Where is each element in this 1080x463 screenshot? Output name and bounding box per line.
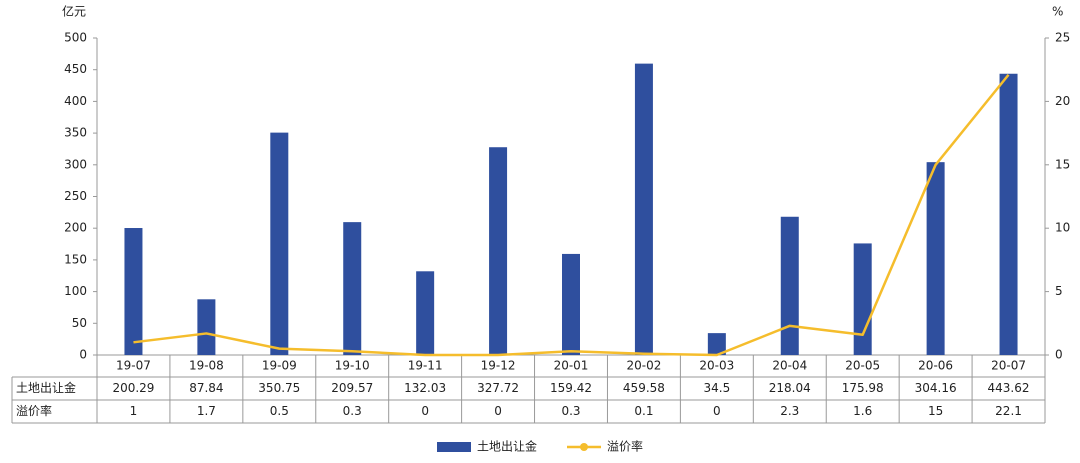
bar bbox=[124, 228, 143, 355]
y-tick-label: 0 bbox=[79, 348, 87, 362]
table-cell: 159.42 bbox=[550, 381, 592, 395]
x-tick-label: 20-05 bbox=[845, 359, 880, 373]
table-cell: 1.7 bbox=[197, 404, 216, 418]
table-cell: 443.62 bbox=[988, 381, 1030, 395]
table-cell: 0.5 bbox=[270, 404, 289, 418]
line bbox=[133, 73, 1010, 357]
bar bbox=[853, 243, 872, 355]
x-tick-label: 20-01 bbox=[554, 359, 589, 373]
table-cell: 34.5 bbox=[703, 381, 730, 395]
legend-swatch bbox=[580, 443, 588, 451]
bar bbox=[270, 132, 289, 355]
table-cell: 15 bbox=[928, 404, 943, 418]
table-row-label: 土地出让金 bbox=[16, 380, 76, 395]
y2-tick-label: 20 bbox=[1055, 94, 1070, 108]
x-tick-label: 20-02 bbox=[626, 359, 661, 373]
x-tick-label: 19-08 bbox=[189, 359, 224, 373]
y2-unit: % bbox=[1052, 5, 1063, 19]
y2-tick-label: 25 bbox=[1055, 31, 1070, 45]
y2-tick-label: 10 bbox=[1055, 221, 1070, 235]
y-tick-label: 450 bbox=[64, 62, 87, 76]
y-tick-label: 500 bbox=[64, 31, 87, 45]
table-cell: 209.57 bbox=[331, 381, 373, 395]
y-tick-label: 150 bbox=[64, 252, 87, 266]
y2-tick-label: 0 bbox=[1055, 348, 1063, 362]
y2-tick-label: 5 bbox=[1055, 284, 1063, 298]
table-cell: 2.3 bbox=[780, 404, 799, 418]
bar bbox=[489, 147, 508, 355]
table-cell: 304.16 bbox=[915, 381, 957, 395]
bar bbox=[926, 162, 945, 355]
y-tick-label: 50 bbox=[72, 316, 87, 330]
table-cell: 22.1 bbox=[995, 404, 1022, 418]
table-cell: 0.3 bbox=[561, 404, 580, 418]
table-cell: 132.03 bbox=[404, 381, 446, 395]
table-cell: 200.29 bbox=[112, 381, 154, 395]
table-cell: 1 bbox=[130, 404, 138, 418]
table-row-label: 溢价率 bbox=[16, 403, 52, 418]
x-tick-label: 19-11 bbox=[408, 359, 443, 373]
table-cell: 87.84 bbox=[189, 381, 223, 395]
bar bbox=[197, 299, 216, 355]
y-unit: 亿元 bbox=[62, 4, 86, 19]
legend-swatch bbox=[437, 442, 471, 452]
table-cell: 459.58 bbox=[623, 381, 665, 395]
table-cell: 327.72 bbox=[477, 381, 519, 395]
bar bbox=[416, 271, 435, 355]
x-tick-label: 20-04 bbox=[772, 359, 807, 373]
x-tick-label: 19-07 bbox=[116, 359, 151, 373]
bar bbox=[634, 63, 653, 355]
y-tick-label: 400 bbox=[64, 94, 87, 108]
bar bbox=[562, 253, 580, 355]
table-cell: 1.6 bbox=[853, 404, 872, 418]
bar bbox=[707, 333, 726, 355]
table-cell: 218.04 bbox=[769, 381, 811, 395]
x-tick-label: 20-07 bbox=[991, 359, 1026, 373]
bar bbox=[780, 216, 799, 355]
table-cell: 175.98 bbox=[842, 381, 884, 395]
x-tick-label: 19-12 bbox=[481, 359, 516, 373]
legend-label: 溢价率 bbox=[607, 439, 643, 454]
y-tick-label: 200 bbox=[64, 221, 87, 235]
table-cell: 0.1 bbox=[634, 404, 653, 418]
x-tick-label: 20-06 bbox=[918, 359, 953, 373]
y-tick-label: 300 bbox=[64, 157, 87, 171]
y2-tick-label: 15 bbox=[1055, 157, 1070, 171]
table-cell: 0 bbox=[713, 404, 721, 418]
table-cell: 350.75 bbox=[258, 381, 300, 395]
table-cell: 0.3 bbox=[343, 404, 362, 418]
table-cell: 0 bbox=[421, 404, 429, 418]
y-tick-label: 350 bbox=[64, 126, 87, 140]
y-tick-label: 250 bbox=[64, 189, 87, 203]
bar bbox=[343, 222, 362, 355]
bar bbox=[999, 73, 1018, 355]
y-tick-label: 100 bbox=[64, 284, 87, 298]
legend-label: 土地出让金 bbox=[477, 439, 537, 454]
x-tick-label: 20-03 bbox=[699, 359, 734, 373]
table-cell: 0 bbox=[494, 404, 502, 418]
x-tick-label: 19-09 bbox=[262, 359, 297, 373]
x-tick-label: 19-10 bbox=[335, 359, 370, 373]
